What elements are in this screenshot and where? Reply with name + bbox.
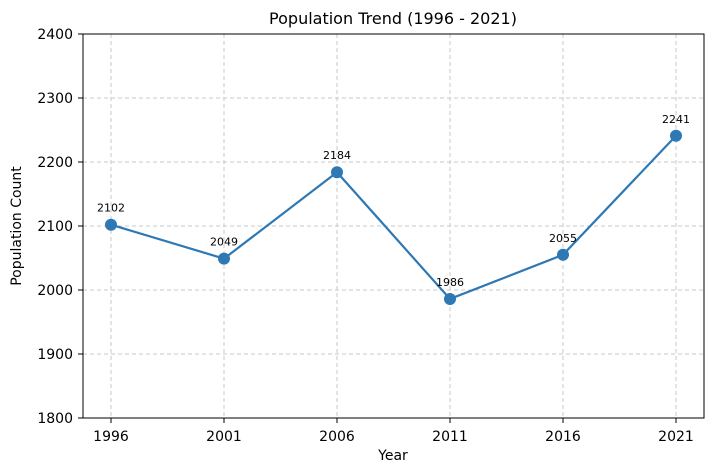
data-label: 2241 (662, 113, 690, 126)
y-tick-label: 2100 (37, 219, 73, 235)
x-tick-label: 2006 (319, 429, 355, 445)
series-line (110, 135, 677, 301)
data-point (557, 248, 569, 261)
data-point (105, 218, 117, 231)
data-label: 2102 (97, 202, 125, 215)
chart-title: Population Trend (1996 - 2021) (269, 9, 517, 28)
data-point (444, 292, 456, 305)
x-tick-label: 2011 (432, 429, 468, 445)
data-point (331, 166, 343, 179)
data-label: 2184 (323, 149, 351, 162)
series-group (105, 129, 682, 305)
y-tick-label: 2400 (37, 27, 73, 43)
y-tick-label: 2200 (37, 155, 73, 171)
data-label: 2049 (210, 236, 238, 249)
x-axis-label: Year (377, 448, 408, 464)
y-axis-label: Population Count (9, 166, 25, 286)
x-tick-label: 2016 (545, 429, 581, 445)
data-label: 1986 (436, 276, 464, 289)
y-tick-label: 1800 (37, 411, 73, 427)
data-labels: 2102 2049 2184 1986 2055 2241 (97, 113, 690, 289)
x-tick-label: 2021 (658, 429, 694, 445)
data-label: 2055 (549, 232, 577, 245)
x-tick-label: 1996 (93, 429, 129, 445)
plot-frame (82, 33, 705, 419)
grid-lines (83, 33, 704, 419)
x-tick-label: 2001 (206, 429, 242, 445)
data-point (218, 252, 230, 265)
axis-ticks: 1800 1900 2000 2100 2200 2300 2400 1996 2001 2006… (37, 27, 693, 445)
y-tick-label: 2300 (37, 91, 73, 107)
y-tick-label: 1900 (37, 347, 73, 363)
y-tick-label: 2000 (37, 283, 73, 299)
data-point (670, 129, 682, 142)
